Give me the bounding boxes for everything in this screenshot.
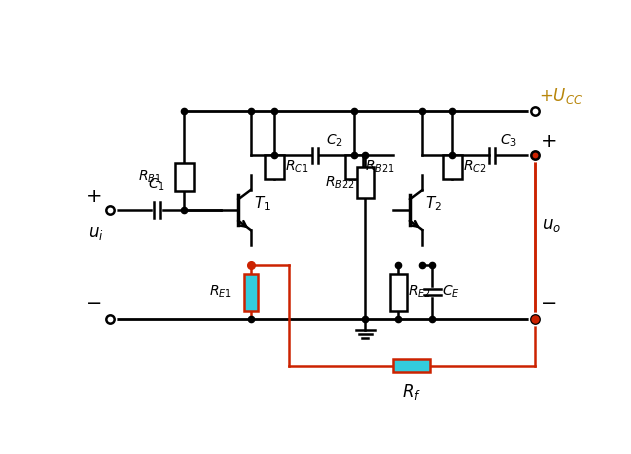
Text: $R_{B22}$: $R_{B22}$ [325, 174, 355, 191]
Text: $R_f$: $R_f$ [403, 383, 422, 403]
FancyBboxPatch shape [265, 154, 284, 179]
Text: $u_i$: $u_i$ [88, 224, 103, 242]
FancyBboxPatch shape [390, 274, 407, 311]
FancyBboxPatch shape [357, 167, 374, 197]
Text: +: + [541, 132, 557, 151]
Text: $u_o$: $u_o$ [543, 217, 562, 234]
Text: $R_{E1}$: $R_{E1}$ [209, 284, 232, 300]
Text: $+U_{CC}$: $+U_{CC}$ [539, 86, 583, 106]
Text: $R_{C1}$: $R_{C1}$ [285, 159, 309, 175]
Text: $T_1$: $T_1$ [254, 194, 271, 213]
Text: $R_{B1}$: $R_{B1}$ [138, 169, 162, 185]
Text: $R_{E2}$: $R_{E2}$ [408, 284, 432, 300]
Text: $T_2$: $T_2$ [425, 194, 442, 213]
Text: $R_{B21}$: $R_{B21}$ [365, 159, 394, 175]
Text: −: − [86, 295, 102, 313]
FancyBboxPatch shape [175, 163, 194, 191]
Text: $C_2$: $C_2$ [326, 133, 343, 149]
Text: +: + [86, 187, 102, 206]
Text: $C_3$: $C_3$ [500, 133, 517, 149]
FancyBboxPatch shape [244, 274, 257, 311]
Text: $C_E$: $C_E$ [442, 284, 460, 300]
FancyBboxPatch shape [345, 154, 363, 179]
Text: −: − [541, 295, 557, 313]
FancyBboxPatch shape [443, 154, 462, 179]
FancyBboxPatch shape [394, 359, 430, 372]
Text: $R_{C2}$: $R_{C2}$ [463, 159, 487, 175]
Text: $C_1$: $C_1$ [148, 177, 165, 193]
